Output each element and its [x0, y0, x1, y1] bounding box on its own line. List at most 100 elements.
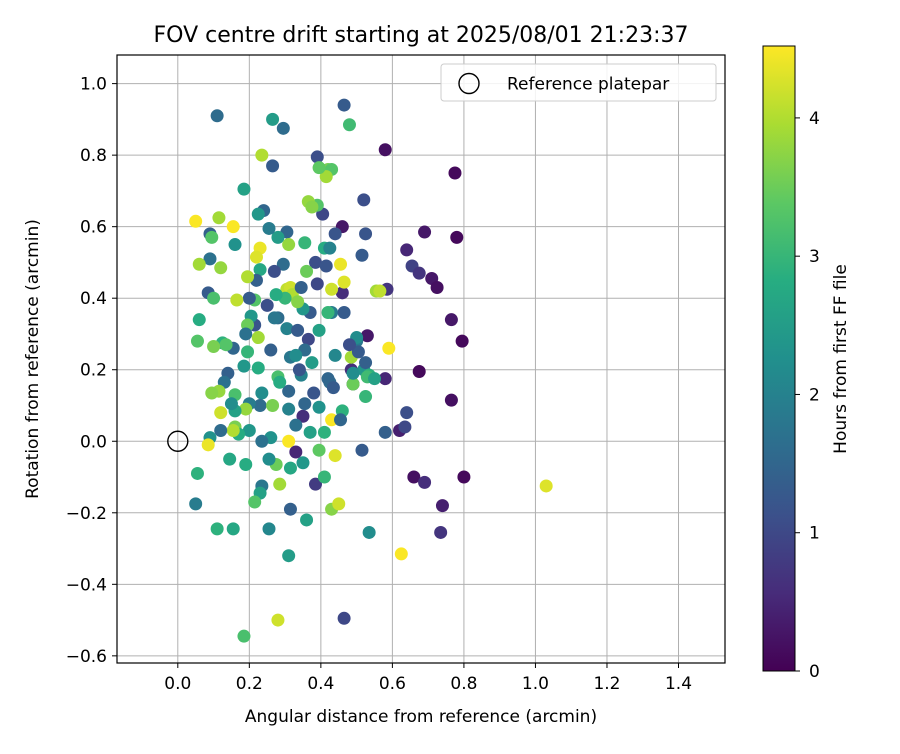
data-point — [321, 306, 335, 320]
data-point — [360, 329, 374, 343]
data-point — [283, 502, 297, 516]
data-point — [226, 424, 240, 438]
data-point — [289, 348, 303, 362]
y-tick-label: −0.4 — [66, 575, 107, 595]
y-tick-label: 0.4 — [80, 289, 107, 309]
data-point — [242, 291, 256, 305]
data-point — [373, 284, 387, 298]
data-point — [337, 611, 351, 625]
data-point — [291, 323, 305, 337]
data-point — [237, 629, 251, 643]
data-point — [382, 341, 396, 355]
grid-lines — [117, 55, 725, 663]
data-point — [253, 263, 267, 277]
data-point — [328, 227, 342, 241]
data-point — [289, 445, 303, 459]
plot-area-frame — [116, 54, 726, 664]
data-point — [282, 549, 296, 563]
data-point — [239, 327, 253, 341]
data-point — [266, 112, 280, 126]
data-point — [319, 259, 333, 273]
colorbar-tick-label: 0 — [809, 662, 820, 682]
data-point — [203, 252, 217, 266]
data-point — [412, 266, 426, 280]
data-point — [214, 261, 228, 275]
data-point — [266, 398, 280, 412]
x-tick-label: 0.8 — [450, 674, 477, 694]
data-point — [400, 243, 414, 257]
data-point — [239, 402, 253, 416]
data-point — [296, 456, 310, 470]
y-axis-label: Rotation from reference (arcmin) — [23, 219, 43, 499]
data-point — [305, 356, 319, 370]
data-point — [255, 434, 269, 448]
data-point — [430, 280, 444, 294]
x-tick-label: 1.4 — [665, 674, 692, 694]
data-point — [326, 381, 340, 395]
data-point — [205, 386, 219, 400]
data-point — [276, 257, 290, 271]
data-point — [242, 424, 256, 438]
data-point — [308, 477, 322, 491]
data-point — [267, 311, 281, 325]
legend-label: Reference platepar — [507, 75, 669, 95]
legend-marker-open-circle — [458, 72, 480, 95]
data-point — [325, 282, 339, 296]
data-point — [335, 286, 349, 300]
y-tick-label: 1.0 — [80, 75, 107, 95]
data-point — [294, 280, 308, 294]
data-point — [355, 443, 369, 457]
y-tick-label: 0.2 — [80, 361, 107, 381]
data-point — [255, 148, 269, 162]
data-point — [282, 384, 296, 398]
data-point — [201, 438, 215, 452]
data-point — [300, 513, 314, 527]
data-point — [328, 449, 342, 463]
data-point — [317, 470, 331, 484]
data-point — [455, 334, 469, 348]
data-point — [251, 361, 265, 375]
chart-title: FOV centre drift starting at 2025/08/01 … — [154, 23, 689, 48]
data-point — [239, 458, 253, 472]
data-point — [241, 270, 255, 284]
data-point — [362, 525, 376, 539]
x-tick-label: 1.2 — [593, 674, 620, 694]
data-point — [351, 345, 365, 359]
data-point — [378, 372, 392, 386]
y-tick-label: −0.2 — [66, 504, 107, 524]
data-point — [328, 348, 342, 362]
data-point — [303, 425, 317, 439]
data-point — [334, 257, 348, 271]
data-point — [262, 221, 276, 235]
data-point — [262, 452, 276, 466]
data-point — [249, 250, 263, 264]
data-point — [210, 522, 224, 536]
x-tick-label: 1.0 — [522, 674, 549, 694]
data-point — [319, 170, 333, 184]
data-point — [207, 339, 221, 353]
data-point — [312, 443, 326, 457]
x-axis-label: Angular distance from reference (arcmin) — [245, 707, 597, 727]
data-point — [398, 420, 412, 434]
data-point — [262, 522, 276, 536]
colorbar-tick-label: 4 — [809, 109, 820, 129]
colorbar-tick-label: 3 — [809, 247, 820, 267]
data-point — [407, 470, 421, 484]
data-point — [337, 306, 351, 320]
data-point — [400, 406, 414, 420]
data-point — [269, 288, 283, 302]
y-tick-label: −0.6 — [66, 647, 107, 667]
data-point — [368, 372, 382, 386]
data-point — [214, 424, 228, 438]
data-point — [355, 248, 369, 262]
data-point — [418, 225, 432, 239]
data-point — [359, 390, 373, 404]
data-point — [253, 398, 267, 412]
data-point — [312, 400, 326, 414]
data-point — [282, 402, 296, 416]
data-point — [205, 230, 219, 244]
data-point — [189, 497, 203, 511]
reference-marker — [167, 430, 189, 452]
data-point — [214, 406, 228, 420]
data-point — [212, 211, 226, 225]
